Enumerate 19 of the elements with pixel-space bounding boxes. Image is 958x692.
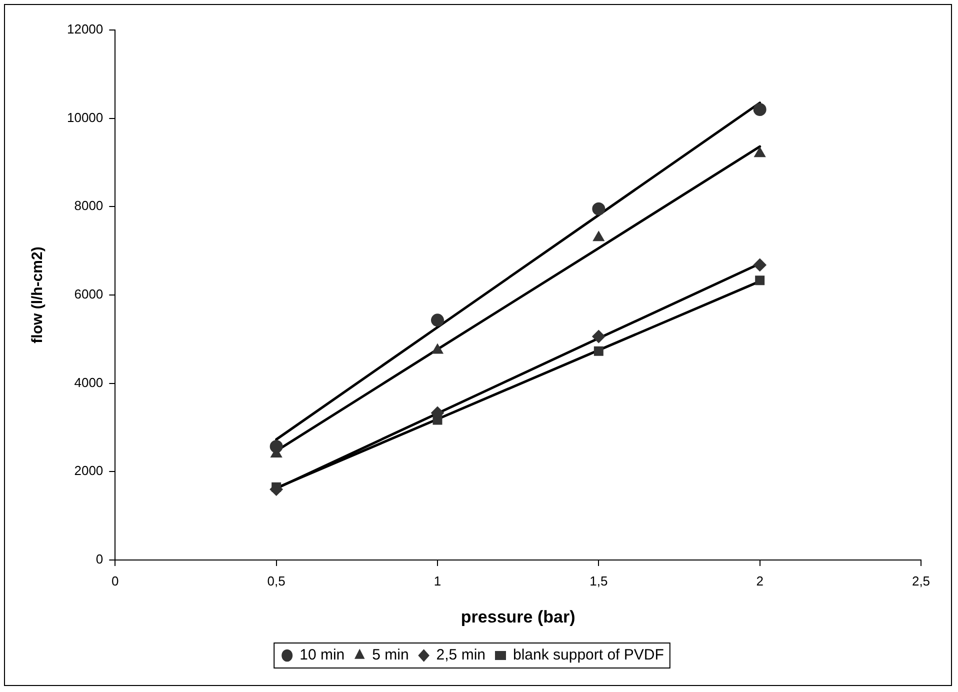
x-tick-label: 0,5 [267, 573, 286, 588]
y-tick-label: 4000 [74, 374, 104, 390]
legend-label: blank support of PVDF [512, 646, 664, 664]
y-tick-label: 12000 [66, 22, 104, 37]
legend-label: 5 min [372, 646, 409, 664]
y-tick-label: 8000 [74, 198, 104, 214]
x-tick-label: 0 [112, 573, 119, 588]
x-tick-label: 1,5 [590, 573, 608, 588]
y-tick-label: 10000 [66, 110, 104, 125]
y-tick-label: 2000 [74, 463, 104, 478]
x-tick-label: 2 [756, 573, 764, 588]
y-tick-label: 6000 [74, 286, 104, 302]
y-tick-label: 0 [96, 552, 104, 567]
x-tick-label: 2,5 [912, 573, 930, 588]
y-axis-title: flow (l/h-cm2) [29, 246, 46, 344]
legend-label: 10 min [300, 646, 345, 664]
x-axis-title: pressure (bar) [460, 607, 576, 626]
legend-label: 2,5 min [436, 646, 486, 664]
x-tick-label: 1 [434, 573, 442, 588]
